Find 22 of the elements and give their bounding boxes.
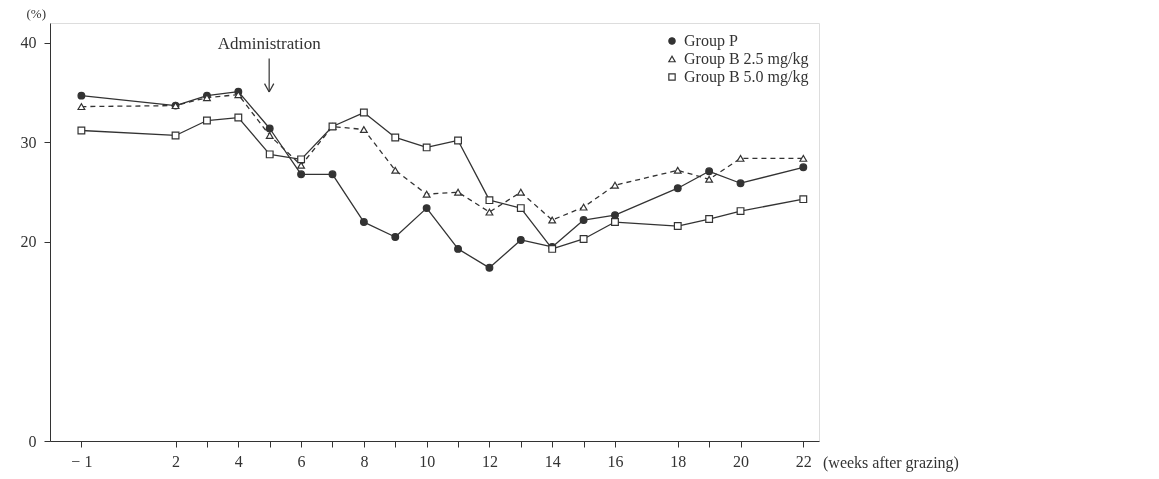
y-tick-label: 30 [20,133,37,151]
x-tick-label: 14 [544,452,561,470]
y-axis-title: (%) [26,6,46,21]
annotation: Administration [217,33,322,53]
y-tick-label: 0 [28,432,37,450]
x-tick-label: 10 [419,452,436,470]
x-tick-label: 16 [607,452,624,470]
x-tick-label: 6 [297,452,306,470]
legend-label: Group B 5.0 mg/kg [684,68,809,86]
x-tick-label: 8 [360,452,369,470]
legend-label: Group P [684,32,738,50]
x-axis-title: (weeks after grazing) [823,454,959,472]
x-tick-label: 12 [481,452,498,470]
x-tick-label: 4 [234,452,243,470]
x-tick-label: 20 [733,452,750,470]
y-tick-label: 40 [20,34,37,52]
y-tick-label: 20 [20,233,37,251]
x-tick-label: − 1 [71,452,93,470]
x-tick-label: 22 [795,452,812,470]
x-tick-label: 18 [670,452,687,470]
legend-label: Group B 2.5 mg/kg [684,50,809,68]
x-tick-label: 2 [172,452,181,470]
